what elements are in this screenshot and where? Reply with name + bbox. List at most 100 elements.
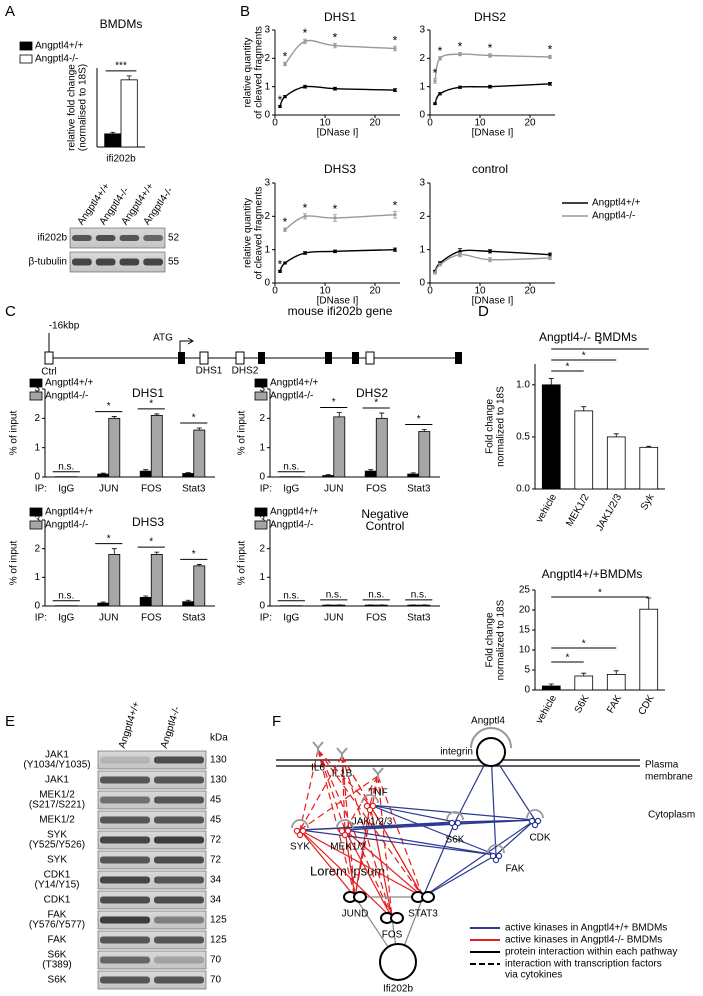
bar — [639, 446, 659, 490]
bracket-label: * — [566, 653, 570, 664]
network-edge — [299, 775, 379, 831]
network-edge — [299, 829, 497, 856]
x-prefix: IP: — [260, 484, 272, 495]
error-bar — [111, 416, 117, 419]
blot-band — [154, 956, 204, 964]
y-tick-label: 2 — [34, 543, 40, 554]
network-edge — [299, 829, 356, 898]
x-tick-label: 10 — [474, 118, 486, 129]
y-tick-label: 0 — [259, 601, 265, 612]
annotation: * — [107, 401, 111, 412]
legend-label: Angptl4-/- — [270, 391, 313, 402]
error-bar — [154, 551, 160, 555]
significance-mark: * — [458, 40, 463, 54]
error-bar — [154, 413, 160, 416]
x-tick-label: FOS — [141, 484, 162, 495]
blot-label: β-tubulin — [28, 257, 67, 268]
chart-title: Negative — [361, 507, 409, 521]
y-tick-label: 3 — [264, 178, 270, 189]
x-prefix: IP: — [35, 613, 47, 624]
network-edge — [422, 821, 456, 898]
blot — [97, 930, 207, 950]
network-edge — [344, 829, 497, 856]
blot-band — [95, 235, 116, 241]
regulatory-box — [199, 351, 209, 365]
x-tick-label: Stat3 — [407, 613, 431, 624]
blot-label: CDK1 — [44, 870, 71, 881]
network-edge — [344, 829, 356, 898]
annotation: n.s. — [411, 589, 427, 600]
chart-title: DHS3 — [132, 515, 164, 529]
gene-map-label: Ctrl — [41, 367, 57, 378]
x-tick-label: 20 — [369, 118, 381, 129]
legend-label: Angptl4+/+ — [45, 378, 94, 389]
blot — [69, 251, 166, 273]
x-tick-label: 10 — [319, 118, 331, 129]
exon — [258, 352, 265, 364]
blot-label: MEK1/2 — [39, 815, 75, 826]
blot-band — [100, 796, 150, 804]
x-tick-label: IgG — [58, 484, 74, 495]
kda-label: 72 — [210, 855, 222, 866]
node-label: SYK — [290, 842, 310, 853]
legend-swatch — [29, 520, 43, 530]
blot-band — [154, 916, 204, 924]
blot-band — [154, 936, 204, 944]
blot-band — [119, 258, 140, 266]
legend-label: via cytokines — [505, 970, 562, 981]
bracket-label: * — [566, 362, 570, 373]
bar — [333, 416, 346, 478]
x-tick-label: 0 — [272, 118, 278, 129]
legend-swatch — [29, 391, 43, 401]
gene-map-label: -16kbp — [49, 321, 80, 332]
bar — [120, 79, 138, 148]
x-tick-label: IgG — [58, 613, 74, 624]
network-edge — [341, 755, 346, 831]
network-edge — [344, 819, 536, 831]
y-tick-label: 0 — [419, 278, 425, 289]
exon — [178, 352, 185, 364]
kda-label: 45 — [210, 815, 222, 826]
network-edge — [369, 804, 456, 823]
network-edge — [317, 749, 393, 919]
significance-mark: * — [283, 49, 288, 63]
node-label: IL1B — [332, 769, 353, 780]
blot-label: ifi202b — [38, 233, 68, 244]
bar — [97, 602, 110, 607]
blot-band — [100, 976, 150, 984]
error-bar — [613, 670, 619, 675]
blot-band — [100, 916, 150, 924]
gene-map-label: ATG — [153, 333, 173, 344]
blot-band — [154, 776, 204, 784]
kinase-icon — [531, 821, 539, 829]
y-tick-label: 0 — [264, 110, 270, 121]
error-bar — [646, 597, 652, 610]
x-tick-label: 20 — [524, 118, 536, 129]
annotation: * — [107, 533, 111, 544]
blot-band — [154, 856, 204, 864]
blot-label: S6K — [48, 975, 67, 986]
blot-band — [100, 756, 150, 764]
y-axis-label: relative fold change — [67, 64, 78, 151]
exon — [352, 352, 359, 364]
significance-mark: * — [333, 30, 338, 44]
node-label: JAK1/2/3 — [352, 817, 393, 828]
y-tick-label: 0.0 — [516, 484, 530, 495]
error-bar — [581, 672, 587, 676]
x-tick-label: IgG — [283, 613, 299, 624]
regulatory-box — [44, 351, 54, 365]
y-tick-label: 2 — [419, 211, 425, 222]
x-axis-label: [DNase I] — [317, 296, 359, 307]
significance-mark: * — [438, 44, 443, 58]
chart-title: BMDMs — [100, 17, 143, 31]
kda-label: 130 — [210, 755, 227, 766]
error-bar — [581, 406, 587, 411]
annotation: * — [149, 537, 153, 548]
kda-label: 70 — [210, 975, 222, 986]
region-label: Plasma — [645, 760, 679, 771]
kda-label: 34 — [210, 875, 222, 886]
y-tick-label: 20 — [519, 605, 531, 616]
kda-label: 52 — [168, 233, 180, 244]
y-tick-label: 1 — [34, 572, 40, 583]
legend-swatch — [254, 507, 268, 517]
